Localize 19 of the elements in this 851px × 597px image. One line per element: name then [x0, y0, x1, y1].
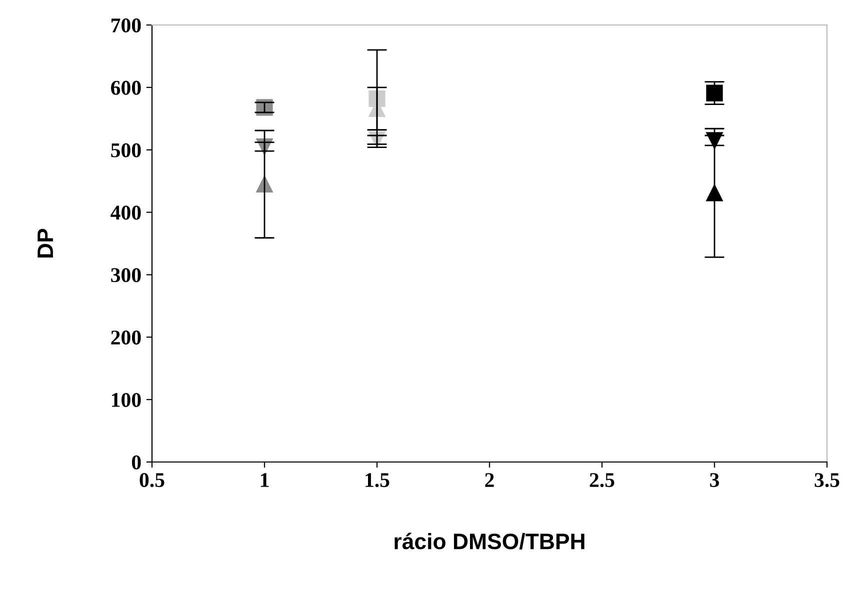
y-tick-label: 200: [111, 330, 141, 345]
y-tick-label: 100: [112, 392, 141, 408]
y-tick-label: 0: [132, 455, 141, 470]
y-tick-label: 500: [111, 143, 141, 158]
y-tick-label: 600: [111, 80, 141, 95]
x-tick-label: 1.5: [366, 473, 390, 488]
point: [706, 184, 723, 202]
x-tick-label: 2.5: [590, 473, 614, 488]
x-tick-label: 0.5: [140, 473, 164, 488]
x-tick-label: 3: [710, 473, 719, 488]
x-tick-label: 2: [485, 473, 494, 487]
point: [706, 84, 723, 102]
x-tick-label: 1: [260, 473, 269, 487]
y-tick-label: 300: [111, 268, 141, 282]
y-tick-label: 700: [112, 18, 141, 32]
x-tick-label: 3.5: [814, 473, 840, 488]
y-axis-title: DP: [38, 228, 53, 258]
x-axis-title: rácio DMSO/TBPH: [394, 532, 584, 550]
y-tick-label: 400: [110, 206, 141, 220]
